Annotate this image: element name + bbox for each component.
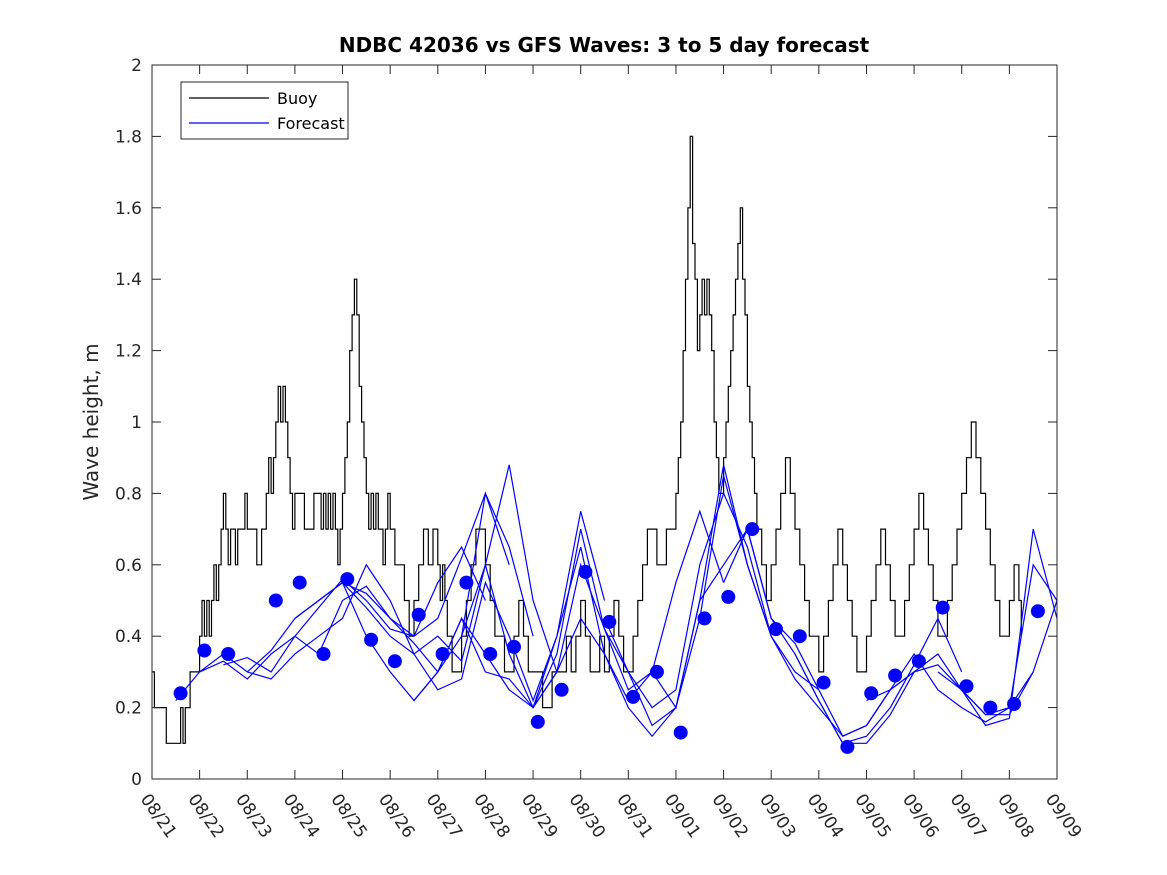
forecast-point <box>888 668 903 683</box>
x-tick-label: 08/25 <box>326 790 370 842</box>
x-tick-label: 09/03 <box>755 790 799 842</box>
y-tick-label: 2 <box>131 56 142 76</box>
legend-label-forecast: Forecast <box>277 114 345 133</box>
legend-label-buoy: Buoy <box>277 89 317 108</box>
forecast-point <box>697 611 712 626</box>
forecast-point <box>721 589 736 604</box>
forecast-point <box>221 647 236 661</box>
forecast-point <box>1007 697 1022 711</box>
y-axis-label: Wave height, m <box>79 343 103 500</box>
x-tick-label: 08/23 <box>231 790 275 842</box>
forecast-line-8 <box>461 475 772 738</box>
forecast-point <box>197 643 212 658</box>
forecast-point <box>530 714 545 729</box>
forecast-point <box>959 679 974 694</box>
y-tick-label: 1.6 <box>115 199 142 219</box>
forecast-point <box>816 675 831 690</box>
x-tick-label: 09/07 <box>946 790 990 842</box>
x-tick-label: 08/21 <box>136 790 180 842</box>
x-tick-label: 08/28 <box>469 790 513 842</box>
y-tick-label: 0.8 <box>115 484 142 504</box>
forecast-point <box>507 639 521 654</box>
forecast-point <box>292 575 307 590</box>
x-tick-label: 08/22 <box>184 790 228 842</box>
x-tick-label: 09/02 <box>707 790 751 842</box>
forecast-point <box>673 725 688 740</box>
x-tick-label: 08/29 <box>517 790 561 842</box>
forecast-point <box>983 700 998 715</box>
x-tick-label: 09/01 <box>660 790 704 842</box>
chart-title: NDBC 42036 vs GFS Waves: 3 to 5 day fore… <box>339 33 870 57</box>
forecast-point <box>649 664 664 679</box>
x-tick-label: 09/04 <box>803 790 847 842</box>
forecast-point <box>911 654 926 669</box>
buoy-line <box>152 135 1022 744</box>
forecast-point <box>626 689 641 704</box>
x-tick-label: 08/27 <box>422 790 466 842</box>
forecast-point <box>1030 604 1045 619</box>
y-tick-label: 0.6 <box>115 556 142 576</box>
forecast-line-2 <box>199 491 510 680</box>
forecast-line-3 <box>223 491 534 673</box>
x-tick-label: 08/30 <box>565 790 609 842</box>
x-tick-label: 08/24 <box>279 790 323 842</box>
forecast-point <box>459 575 474 590</box>
forecast-line-6 <box>341 528 653 709</box>
legend: Buoy Forecast <box>180 81 349 140</box>
x-tick-label: 09/09 <box>1041 790 1085 842</box>
forecast-point <box>316 647 331 661</box>
forecast-point <box>173 686 188 701</box>
y-tick-label: 0.4 <box>115 627 142 647</box>
forecast-point <box>578 564 593 579</box>
forecast-point <box>745 522 760 537</box>
forecast-point <box>268 593 283 608</box>
y-tick-label: 1.2 <box>115 342 142 362</box>
forecast-point <box>483 647 498 661</box>
forecast-point <box>864 686 879 701</box>
forecast-point <box>411 607 426 622</box>
x-tick-label: 09/06 <box>898 790 942 842</box>
series-group <box>152 135 1057 754</box>
forecast-line-7 <box>413 509 725 709</box>
forecast-point <box>602 614 617 629</box>
x-tick-label: 09/05 <box>850 790 894 842</box>
y-tick-label: 1 <box>131 413 142 433</box>
forecast-point <box>769 622 783 637</box>
x-tick-label: 08/26 <box>374 790 418 842</box>
y-tick-label: 0 <box>131 770 142 790</box>
forecast-point <box>840 739 855 754</box>
forecast-point <box>364 632 379 647</box>
forecast-point <box>387 654 402 669</box>
forecast-point <box>435 647 450 661</box>
y-tick-label: 0.2 <box>115 699 142 719</box>
forecast-point <box>554 682 569 697</box>
forecast-line-4 <box>247 464 558 680</box>
x-tick-label: 08/31 <box>612 790 656 842</box>
y-tick-label: 1.8 <box>115 127 142 147</box>
forecast-point <box>935 600 950 615</box>
x-tick-label: 09/08 <box>993 790 1037 842</box>
forecast-point <box>792 629 807 644</box>
forecast-point <box>340 572 355 587</box>
y-tick-label: 1.4 <box>115 270 142 290</box>
legend-box <box>180 81 349 140</box>
forecast-line-15 <box>937 528 1057 727</box>
